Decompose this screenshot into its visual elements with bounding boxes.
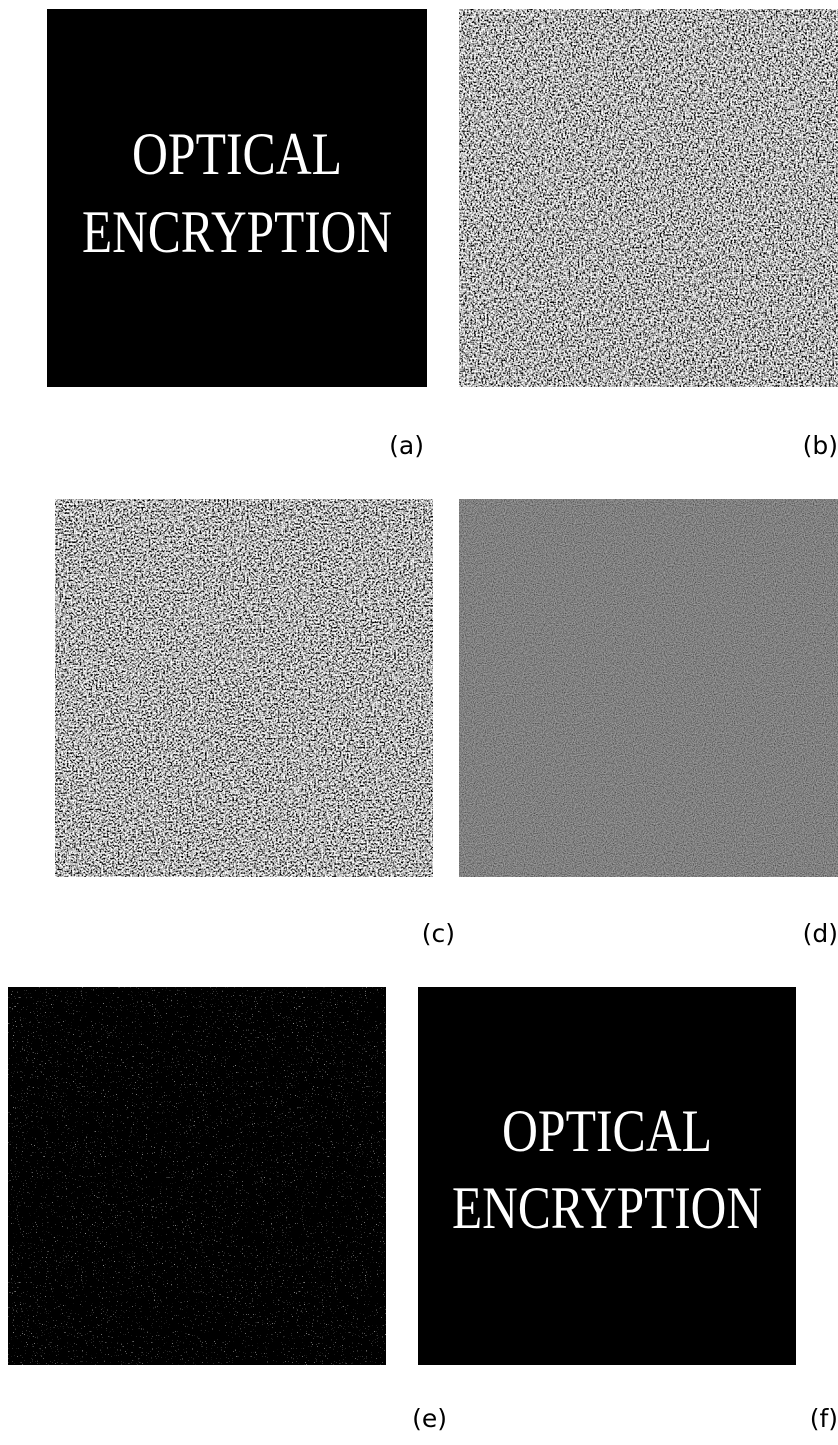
panel-label: (d) <box>803 919 838 948</box>
image-d <box>459 499 838 877</box>
panel-label: (a) <box>389 431 424 460</box>
panel-label: (e) <box>412 1404 447 1433</box>
panel-label: (b) <box>803 431 838 460</box>
image-text: ENCRYPTION <box>452 1175 762 1241</box>
panel-label: (f) <box>810 1404 838 1433</box>
figure: OPTICAL ENCRYPTION (a) (b) (c) (d) (e) O… <box>0 0 838 1445</box>
image-b <box>459 9 838 387</box>
image-text: OPTICAL <box>132 121 342 187</box>
image-text: ENCRYPTION <box>82 199 392 265</box>
image-text: OPTICAL <box>502 1098 712 1164</box>
panel-label: (c) <box>422 919 455 948</box>
image-e <box>8 987 386 1365</box>
image-c <box>55 499 433 877</box>
